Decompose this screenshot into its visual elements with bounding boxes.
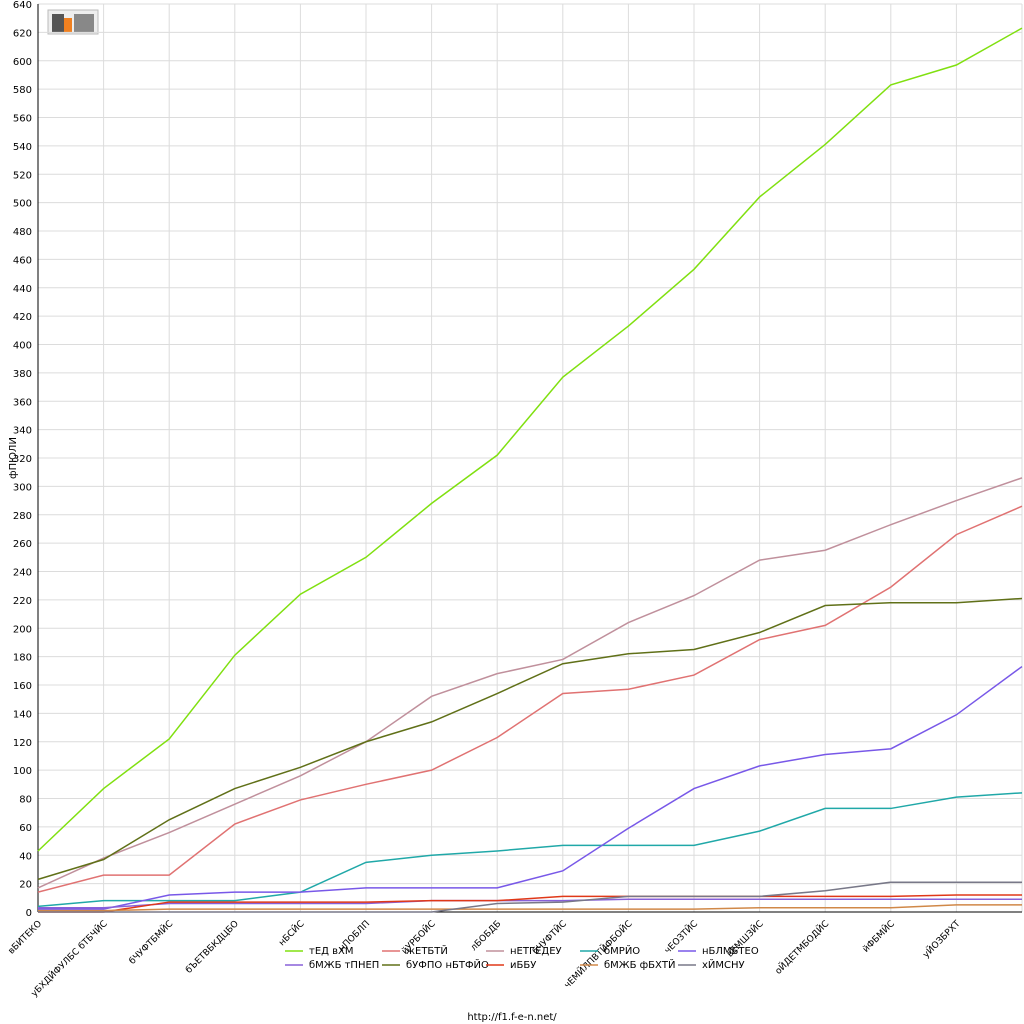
y-tick-label: 80 [19,795,32,806]
series-line [38,665,1023,910]
x-tick-label: уЙОЗБРХТ [920,917,963,960]
y-tick-label: 360 [13,397,32,408]
y-tick-label: 460 [13,255,32,266]
y-tick-label: 500 [13,199,32,210]
series-line [38,894,1022,913]
y-tick-label: 540 [13,142,32,153]
series-line [37,477,1023,889]
y-tick-label: 140 [13,709,32,720]
legend-label: бМРЙО [604,944,640,957]
y-tick-label: 240 [13,568,32,579]
y-tick-label: 420 [13,312,32,323]
y-axis-label: фПЮЛИ [8,437,19,479]
y-tick-label: 520 [13,170,32,181]
x-tick-label: йФБМЙС [860,918,897,955]
y-tick-label: 100 [13,766,32,777]
y-tick-label: 200 [13,624,32,635]
y-tick-label: 300 [13,482,32,493]
y-tick-label: 640 [13,0,32,11]
x-tick-label: бЧУФТБМЙС [126,918,175,967]
y-tick-label: 320 [13,454,32,465]
series-line [37,597,1023,881]
y-tick-label: 20 [19,880,32,891]
y-tick-label: 620 [13,28,32,39]
legend-label: нЕТГЕДЕУ [510,946,562,957]
y-tick-label: 440 [13,284,32,295]
series-line [38,898,1022,909]
legend-label: бМЖБ тПНЕП [309,960,379,971]
y-tick-label: 120 [13,738,32,749]
y-tick-label: 280 [13,511,32,522]
y-tick-label: 340 [13,426,32,437]
series-line [37,505,1023,893]
y-tick-label: 580 [13,85,32,96]
y-tick-label: 560 [13,114,32,125]
legend-label: бУФПО нБТФЙО [406,958,489,971]
footer: http://f1.f-e-n.net/ [467,1012,557,1023]
x-tick-label: уБХДЙФУЛБС бТБЧЙС [28,918,109,999]
legend-label: хЙМСНУ [702,958,745,971]
y-tick-label: 180 [13,653,32,664]
logo [47,9,99,35]
series-line [37,792,1023,908]
legend-label: жЕТБТЙ [406,944,448,957]
legend-label: иББУ [510,960,536,971]
legend-label: нБЛМБТЕО [702,946,759,957]
series-line [38,881,1022,913]
y-tick-label: 0 [26,908,32,919]
y-tick-label: 380 [13,369,32,380]
x-tick-label: оЙДЕТМБОДЙС [772,918,831,977]
y-tick-label: 260 [13,539,32,550]
legend-label: тЕД вХМ [309,946,354,957]
x-tick-label: вБИТЕКО [7,919,44,956]
y-tick-label: 400 [13,341,32,352]
y-tick-label: 160 [13,681,32,692]
legend-label: бМЖБ фБХТЙ [604,958,675,971]
x-tick-label: лБОБДБ [469,919,503,953]
y-tick-label: 60 [19,823,32,834]
x-tick-label: нБСЙС [276,918,307,949]
y-tick-label: 220 [13,596,32,607]
y-tick-label: 480 [13,227,32,238]
series-line [37,27,1023,852]
y-tick-label: 600 [13,57,32,68]
x-tick-label: бЪЕТВБКДЦБО [184,919,241,976]
series-line [38,904,1022,912]
y-tick-label: 40 [19,851,32,862]
